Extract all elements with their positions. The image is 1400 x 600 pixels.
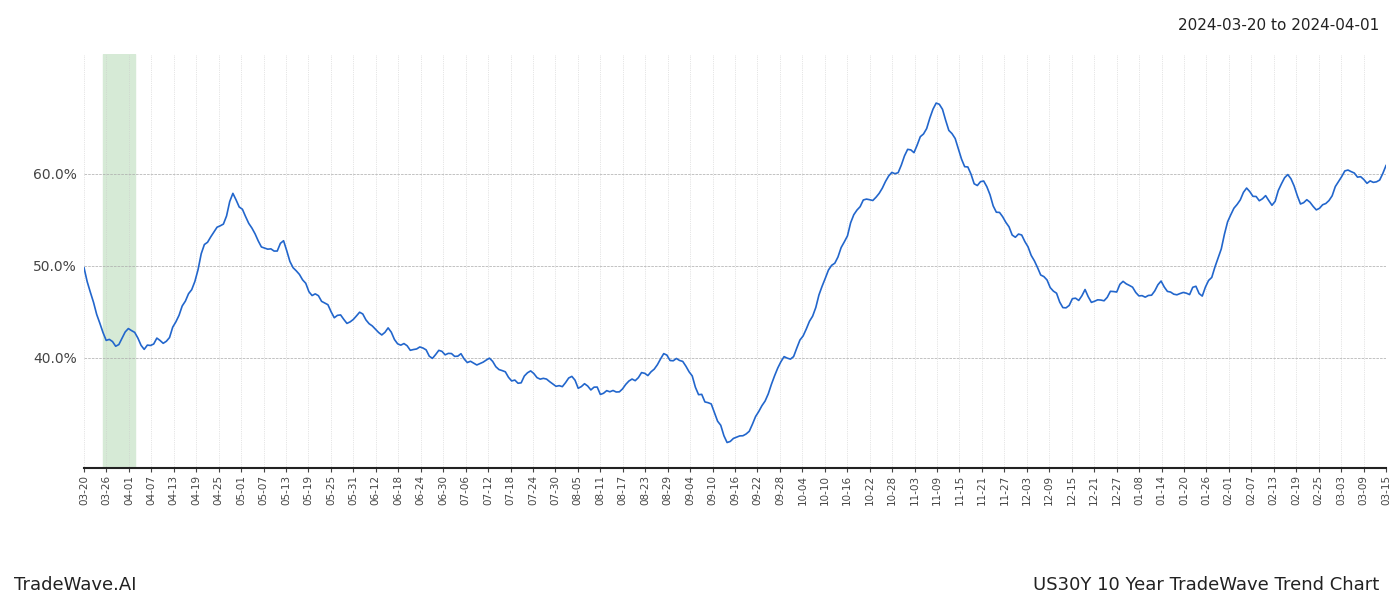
- Bar: [104, 54, 134, 468]
- Text: US30Y 10 Year TradeWave Trend Chart: US30Y 10 Year TradeWave Trend Chart: [1033, 576, 1379, 594]
- Text: 2024-03-20 to 2024-04-01: 2024-03-20 to 2024-04-01: [1177, 18, 1379, 33]
- Text: TradeWave.AI: TradeWave.AI: [14, 576, 137, 594]
